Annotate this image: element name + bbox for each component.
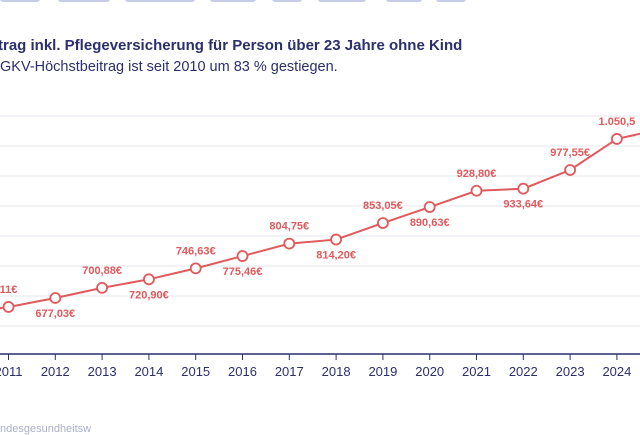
data-label: 977,55€ — [550, 147, 590, 159]
data-point — [283, 237, 296, 250]
data-label: 928,80€ — [457, 168, 497, 180]
data-point — [142, 273, 155, 286]
x-tick-label: 2011 — [0, 364, 22, 379]
data-point — [330, 233, 343, 246]
data-point — [611, 133, 623, 145]
data-label: 11€ — [0, 284, 17, 296]
data-point — [96, 281, 108, 294]
x-tick-label: 2023 — [556, 364, 585, 379]
chart-subtitle: GKV-Höchstbeitrag ist seit 2010 um 83 % … — [0, 59, 338, 75]
source-note: ndesgesundheitsw — [0, 423, 92, 435]
data-point — [423, 201, 436, 213]
data-point — [376, 217, 389, 229]
x-tick-label: 2013 — [88, 364, 117, 379]
data-label: 746,63€ — [176, 245, 216, 257]
x-tick-label: 2012 — [41, 364, 70, 379]
data-point — [470, 184, 483, 197]
data-label: 720,90€ — [129, 289, 169, 301]
chart-title: trag inkl. Pflegeversicherung für Person… — [0, 37, 463, 54]
top-decoration — [0, 0, 640, 8]
x-tick-label: 2015 — [181, 364, 210, 379]
data-label: 677,03€ — [35, 308, 75, 320]
data-label: 1.050,5 — [599, 116, 636, 128]
data-label: 853,05€ — [363, 200, 403, 212]
data-point — [564, 164, 576, 176]
x-tick-label: 2018 — [322, 364, 351, 379]
x-tick-label: 2014 — [134, 364, 163, 379]
data-label: 933,64€ — [503, 199, 543, 211]
data-label: 804,75€ — [269, 221, 309, 233]
data-label: 775,46€ — [223, 266, 263, 278]
x-tick-label: 2019 — [368, 364, 397, 379]
data-point — [189, 262, 202, 275]
data-point — [49, 292, 62, 304]
series-line — [0, 132, 640, 310]
x-tick-label: 2022 — [509, 364, 538, 379]
x-tick-label: 2016 — [228, 364, 257, 379]
x-tick-label: 2021 — [462, 364, 491, 379]
data-label: 890,63€ — [410, 217, 450, 229]
data-point — [2, 301, 15, 313]
data-point — [517, 182, 530, 195]
x-tick-label: 2017 — [275, 364, 304, 379]
data-label: 700,88€ — [82, 265, 122, 277]
x-tick-label: 2024 — [602, 364, 631, 379]
data-point — [236, 250, 249, 262]
x-tick-label: 2020 — [415, 364, 444, 379]
data-label: 814,20€ — [316, 250, 356, 262]
